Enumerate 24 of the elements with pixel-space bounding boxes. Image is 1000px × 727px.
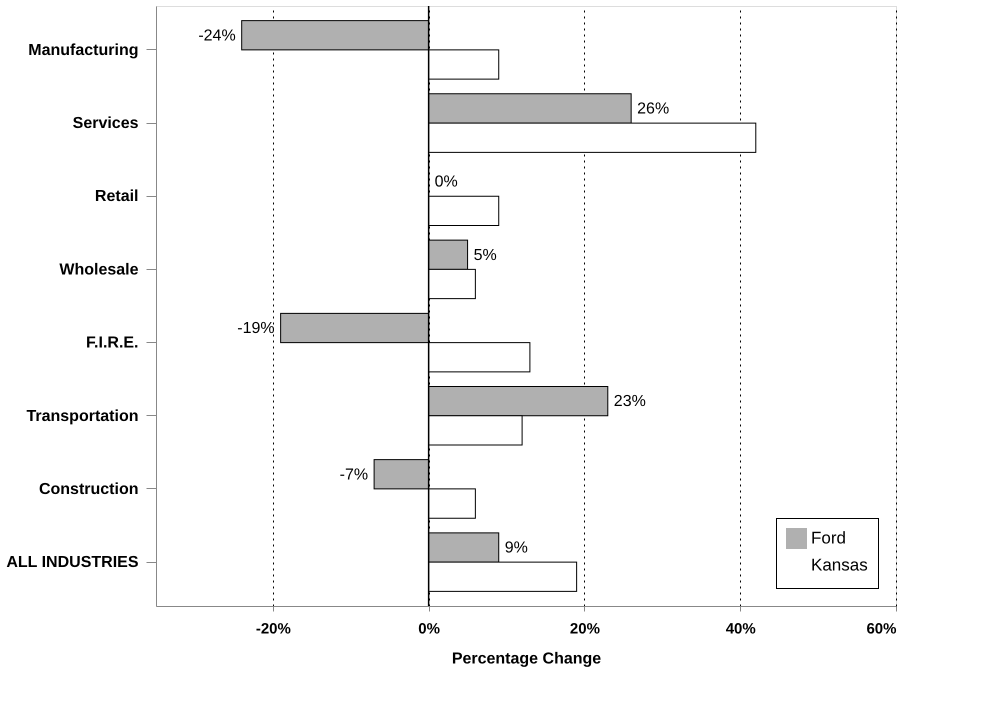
x-axis-title: Percentage Change (452, 650, 602, 668)
text: Kansas (811, 556, 868, 574)
y-tick-label: Retail (94, 188, 138, 206)
legend-label: Ford (811, 528, 846, 548)
y-tick-label: F.I.R.E. (86, 334, 138, 352)
y-tick-label: Services (72, 115, 139, 132)
y-tick-label: Construction (38, 480, 138, 498)
x-tick-label: 0% (418, 620, 440, 638)
y-tick-label: Transportation (26, 408, 138, 425)
data-label: 5% (474, 246, 497, 264)
data-label: -19% (237, 320, 275, 337)
data-label: 0% (434, 174, 458, 191)
x-tick-label: 20% (570, 620, 600, 638)
data-label: 26% (637, 100, 670, 118)
data-label: 23% (614, 393, 646, 410)
x-tick-label: 40% (726, 620, 756, 638)
y-tick-label: Wholesale (59, 261, 139, 278)
x-tick-label: 60% (866, 620, 896, 638)
data-label: -24% (198, 27, 236, 44)
y-tick-label: Manufacturing (28, 42, 138, 59)
data-label: -7% (340, 466, 368, 484)
y-tick-label: ALL INDUSTRIES (6, 554, 139, 572)
x-tick-label: -20% (256, 620, 291, 638)
data-label: 9% (504, 539, 528, 556)
